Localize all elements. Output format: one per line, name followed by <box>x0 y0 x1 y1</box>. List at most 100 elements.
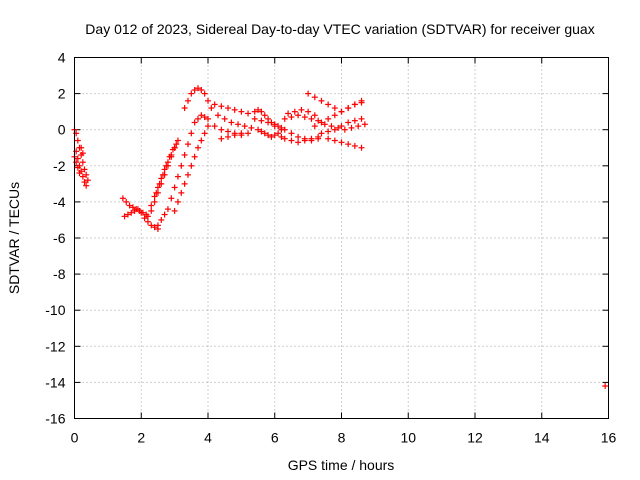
data-point <box>81 166 88 173</box>
data-point <box>275 130 282 137</box>
data-point <box>119 195 126 202</box>
y-tick-labels: 4 2 0 -2 -4 -6 -8 -10 -12 -14 -16 <box>45 50 65 427</box>
data-point <box>171 184 178 191</box>
data-point <box>311 94 318 101</box>
data-point <box>151 193 158 200</box>
data-point <box>164 159 171 166</box>
data-point <box>168 195 175 202</box>
data-point <box>351 101 358 108</box>
data-point <box>151 198 158 205</box>
data-point <box>255 126 262 133</box>
data-point <box>258 128 265 135</box>
data-point <box>338 123 345 130</box>
data-point <box>231 106 238 113</box>
data-point <box>181 180 188 187</box>
data-points <box>71 85 609 390</box>
data-point <box>271 132 278 139</box>
data-point <box>218 135 225 142</box>
x-tick-label: 12 <box>467 430 483 446</box>
data-point <box>188 130 195 137</box>
data-point <box>181 151 188 158</box>
data-point <box>211 101 218 108</box>
data-point <box>338 108 345 115</box>
data-point <box>285 110 292 117</box>
data-point <box>271 123 278 130</box>
data-point <box>361 121 368 128</box>
data-point <box>211 123 218 130</box>
data-point <box>128 209 135 216</box>
data-point <box>198 112 205 119</box>
data-point <box>315 133 322 140</box>
data-point <box>288 130 295 137</box>
y-tick-label: -6 <box>53 230 66 246</box>
data-point <box>325 135 332 142</box>
data-point <box>158 175 165 182</box>
data-point <box>161 211 168 218</box>
y-tick-label: 0 <box>58 122 66 138</box>
x-tick-label: 8 <box>338 430 346 446</box>
data-point <box>251 108 258 115</box>
data-point <box>315 117 322 124</box>
data-point <box>268 133 275 140</box>
data-point <box>188 90 195 97</box>
data-point <box>194 144 201 151</box>
data-point <box>238 108 245 115</box>
data-point <box>358 99 365 106</box>
data-point <box>321 121 328 128</box>
x-tick-label: 10 <box>400 430 416 446</box>
data-point <box>201 90 208 97</box>
data-point <box>83 171 90 178</box>
data-point <box>281 115 288 122</box>
data-point <box>358 115 365 122</box>
data-point <box>159 171 166 178</box>
data-point <box>74 164 81 171</box>
data-point <box>258 108 265 115</box>
data-point <box>191 86 198 93</box>
chart-title: Day 012 of 2023, Sidereal Day-to-day VTE… <box>85 21 594 37</box>
data-point <box>221 115 228 122</box>
data-point <box>141 215 148 222</box>
data-point <box>345 119 352 126</box>
data-point <box>144 213 151 220</box>
data-point <box>83 182 90 189</box>
data-point <box>79 159 86 166</box>
data-point <box>301 114 308 121</box>
data-point <box>129 204 136 211</box>
data-point <box>148 207 155 214</box>
data-point <box>174 198 181 205</box>
data-point <box>265 132 272 139</box>
data-point <box>355 123 362 130</box>
y-tick-label: -14 <box>45 374 65 390</box>
data-point <box>178 162 185 169</box>
data-point <box>123 198 130 205</box>
y-tick-label: -4 <box>53 194 66 210</box>
data-point <box>153 189 160 196</box>
data-point <box>295 133 302 140</box>
data-point <box>184 141 191 148</box>
data-point <box>201 130 208 137</box>
data-point <box>308 115 315 122</box>
data-point <box>198 137 205 144</box>
data-point <box>151 224 158 231</box>
data-point <box>318 97 325 104</box>
data-point <box>288 137 295 144</box>
data-point <box>261 112 268 119</box>
data-point <box>124 211 131 218</box>
data-point <box>79 150 86 157</box>
data-point <box>602 383 609 390</box>
data-point <box>188 162 195 169</box>
y-tick-label: -2 <box>53 158 66 174</box>
data-point <box>231 132 238 139</box>
data-point <box>154 184 161 191</box>
data-point <box>138 209 145 216</box>
data-point <box>228 119 235 126</box>
data-point <box>351 142 358 149</box>
data-point <box>156 180 163 187</box>
data-point <box>181 105 188 112</box>
data-point <box>173 141 180 148</box>
data-point <box>198 86 205 93</box>
data-point <box>121 213 128 220</box>
y-tick-label: 4 <box>58 50 66 66</box>
data-point <box>265 119 272 126</box>
y-tick-label: -12 <box>45 338 65 354</box>
